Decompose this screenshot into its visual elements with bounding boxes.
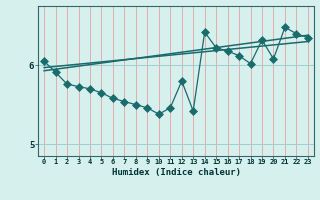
X-axis label: Humidex (Indice chaleur): Humidex (Indice chaleur) [111, 168, 241, 177]
